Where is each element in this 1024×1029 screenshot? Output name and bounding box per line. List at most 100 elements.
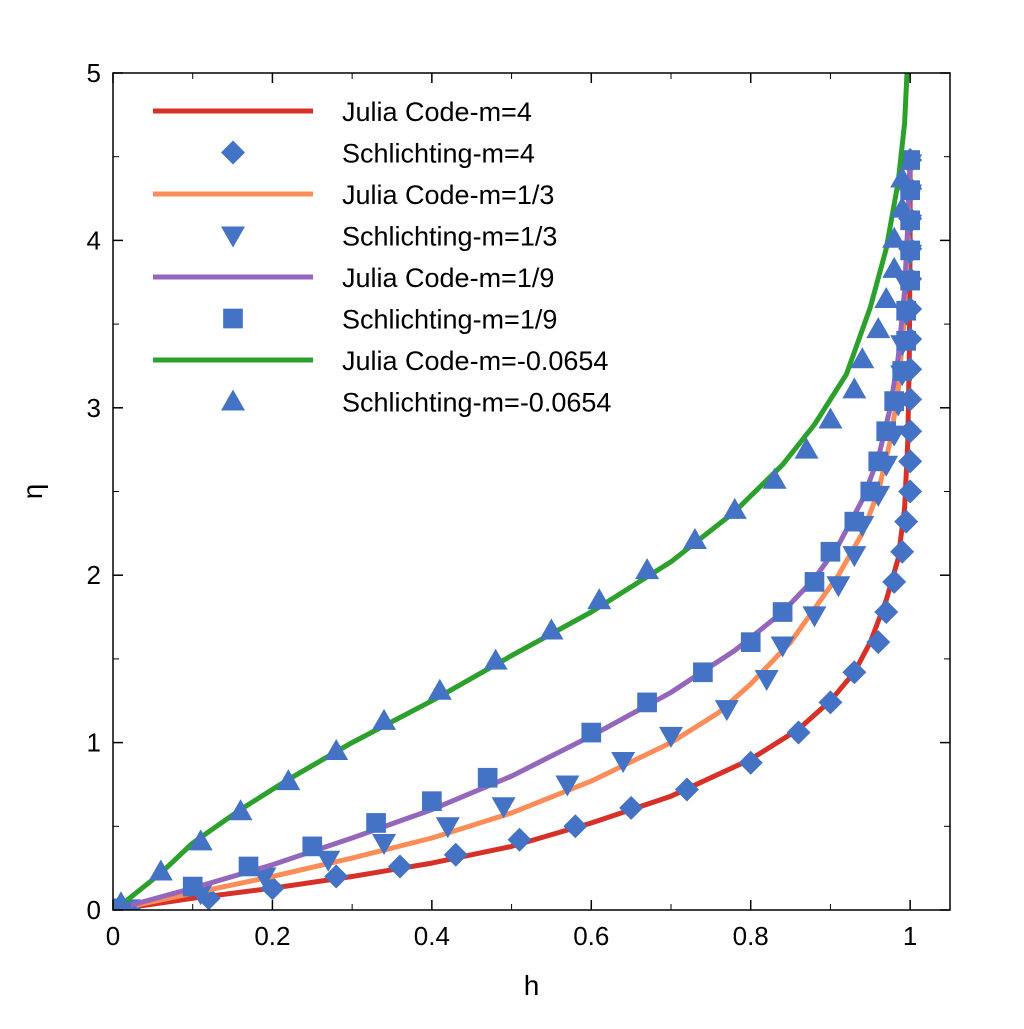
- y-axis-label: η: [17, 484, 48, 500]
- legend-label-julia-code-m-1-3: Julia Code-m=1/3: [342, 180, 554, 210]
- point-schlichting-m-1-3-5: [435, 817, 460, 839]
- point-schlichting-m-1-9-10: [740, 632, 761, 652]
- y-tick-label-5: 5: [87, 58, 101, 88]
- point-schlichting-m-1-9-2: [238, 856, 259, 877]
- point-schlichting-m-0-0654-11: [635, 558, 660, 580]
- legend-item-schlichting-m-1-9: Schlichting-m=1/9: [223, 305, 557, 335]
- point-schlichting-m-4-8: [619, 795, 644, 820]
- point-schlichting-m-0-0654-20: [874, 286, 899, 308]
- legend-marker-schlichting-m-4: [221, 140, 245, 165]
- point-schlichting-m-4-17: [890, 539, 915, 564]
- point-schlichting-m-0-0654-1: [148, 859, 173, 881]
- point-schlichting-m-0-0654-14: [762, 467, 787, 489]
- x-tick-label-0: 0: [106, 921, 120, 951]
- point-schlichting-m-0-0654-19: [866, 317, 891, 339]
- point-schlichting-m-4-6: [507, 827, 532, 852]
- point-schlichting-m-0-0654-12: [682, 528, 707, 550]
- point-schlichting-m-0-0654-7: [427, 678, 452, 700]
- legend-item-julia-code-m-1-3: Julia Code-m=1/3: [153, 180, 554, 210]
- point-schlichting-m-1-3-15: [842, 546, 867, 568]
- point-schlichting-m-1-3-10: [714, 700, 739, 722]
- point-schlichting-m-0-0654-8: [483, 648, 508, 670]
- y-tick-label-2: 2: [87, 560, 101, 590]
- legend-label-schlichting-m-4: Schlichting-m=4: [342, 139, 535, 169]
- point-schlichting-m-0-0654-0: [113, 891, 132, 910]
- point-schlichting-m-1-9-9: [693, 662, 713, 683]
- point-schlichting-m-1-9-20: [896, 331, 916, 351]
- y-tick-label-4: 4: [87, 225, 101, 255]
- point-schlichting-m-1-3-9: [659, 726, 683, 748]
- point-schlichting-m-4-15: [874, 600, 899, 625]
- point-schlichting-m-1-9-6: [477, 767, 498, 788]
- point-schlichting-m-1-9-13: [820, 541, 841, 562]
- point-schlichting-m-1-9-1: [182, 876, 203, 897]
- point-schlichting-m-1-9-22: [900, 270, 920, 291]
- legend-label-julia-code-m-4: Julia Code-m=4: [342, 97, 532, 127]
- point-schlichting-m-4-13: [842, 660, 867, 685]
- legend-item-schlichting-m-1-3: Schlichting-m=1/3: [221, 222, 557, 252]
- legend: Julia Code-m=4 Schlichting-m=4 Julia Code-…: [153, 97, 611, 418]
- y-tick-label-1: 1: [87, 728, 101, 758]
- point-schlichting-m-0-0654-9: [539, 618, 564, 640]
- point-schlichting-m-4-18: [894, 509, 919, 534]
- x-tick-label-1: 0.2: [254, 921, 290, 951]
- point-schlichting-m-1-3-6: [491, 797, 516, 819]
- legend-item-julia-code-m-0-0654: Julia Code-m=-0.0654: [153, 346, 608, 376]
- point-schlichting-m-4-9: [674, 777, 699, 802]
- point-schlichting-m-0-0654-17: [842, 377, 867, 399]
- point-schlichting-m-1-9-14: [844, 511, 865, 532]
- point-schlichting-m-1-3-13: [802, 606, 827, 628]
- point-schlichting-m-4-11: [786, 720, 811, 745]
- legend-marker-schlichting-m-1-3: [221, 226, 245, 248]
- point-schlichting-m-4-5: [443, 842, 468, 867]
- point-schlichting-m-4-21: [898, 419, 923, 444]
- point-schlichting-m-4-12: [818, 690, 843, 715]
- x-tick-label-5: 1: [903, 921, 917, 951]
- legend-label-schlichting-m-1-9: Schlichting-m=1/9: [342, 305, 557, 335]
- point-schlichting-m-0-0654-13: [722, 497, 747, 519]
- point-schlichting-m-4-19: [898, 479, 923, 504]
- point-schlichting-m-4-14: [866, 630, 891, 655]
- point-schlichting-m-1-9-26: [900, 150, 920, 170]
- point-schlichting-m-1-9-21: [896, 300, 916, 321]
- point-schlichting-m-4-4: [387, 854, 412, 879]
- point-schlichting-m-1-9-17: [876, 421, 897, 442]
- legend-label-schlichting-m-0-0654: Schlichting-m=-0.0654: [342, 388, 611, 418]
- point-schlichting-m-1-9-18: [884, 391, 905, 411]
- point-schlichting-m-4-3: [324, 864, 349, 889]
- legend-marker-schlichting-m-0-0654: [221, 389, 245, 411]
- point-schlichting-m-1-3-7: [555, 775, 580, 797]
- point-schlichting-m-0-0654-23: [890, 196, 915, 218]
- point-schlichting-m-4-7: [563, 814, 588, 839]
- point-schlichting-m-1-9-5: [422, 791, 442, 812]
- plot-area: [113, 73, 923, 910]
- point-schlichting-m-4-1: [196, 886, 221, 910]
- legend-item-schlichting-m-0-0654: Schlichting-m=-0.0654: [221, 388, 611, 418]
- legend-item-julia-code-m-4: Julia Code-m=4: [153, 97, 532, 127]
- point-schlichting-m-1-3-4: [372, 834, 397, 856]
- legend-item-julia-code-m-1-9: Julia Code-m=1/9: [153, 263, 554, 293]
- x-axis-label: h: [524, 970, 540, 1001]
- point-schlichting-m-0-0654-18: [850, 347, 875, 369]
- series-schlichting-m-1-9: [113, 150, 920, 910]
- point-schlichting-m-0-0654-10: [587, 588, 612, 610]
- point-schlichting-m-4-16: [882, 569, 907, 594]
- point-schlichting-m-0-0654-3: [228, 799, 253, 821]
- point-schlichting-m-1-9-12: [804, 572, 825, 592]
- point-schlichting-m-1-9-3: [302, 836, 323, 857]
- x-tick-label-4: 0.8: [733, 921, 769, 951]
- legend-label-julia-code-m-0-0654: Julia Code-m=-0.0654: [342, 346, 608, 376]
- point-schlichting-m-4-10: [738, 750, 763, 775]
- point-schlichting-m-1-9-4: [366, 813, 386, 833]
- x-tick-label-2: 0.4: [414, 921, 450, 951]
- point-schlichting-m-1-9-8: [637, 692, 657, 713]
- axes: 0 0.2 0.4 0.6 0.8 1 0 1 2 3 4 5 h η: [17, 58, 951, 1001]
- point-schlichting-m-0-0654-15: [794, 437, 819, 459]
- point-schlichting-m-0-0654-4: [276, 769, 301, 791]
- point-schlichting-m-1-9-7: [581, 722, 602, 743]
- point-schlichting-m-1-9-23: [900, 240, 920, 261]
- legend-marker-schlichting-m-1-9: [223, 308, 243, 329]
- point-schlichting-m-1-9-16: [868, 451, 889, 472]
